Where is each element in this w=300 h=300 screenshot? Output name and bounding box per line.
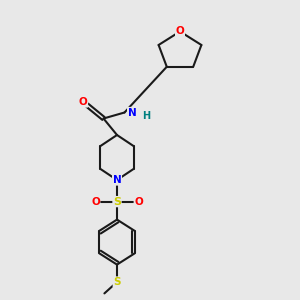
Text: O: O: [79, 97, 88, 107]
Text: S: S: [113, 277, 121, 287]
Text: O: O: [134, 196, 143, 207]
Text: O: O: [91, 196, 100, 207]
Text: N: N: [128, 107, 136, 118]
Text: N: N: [112, 175, 122, 185]
Text: S: S: [113, 196, 121, 207]
Text: H: H: [142, 111, 150, 121]
Text: O: O: [176, 26, 184, 37]
